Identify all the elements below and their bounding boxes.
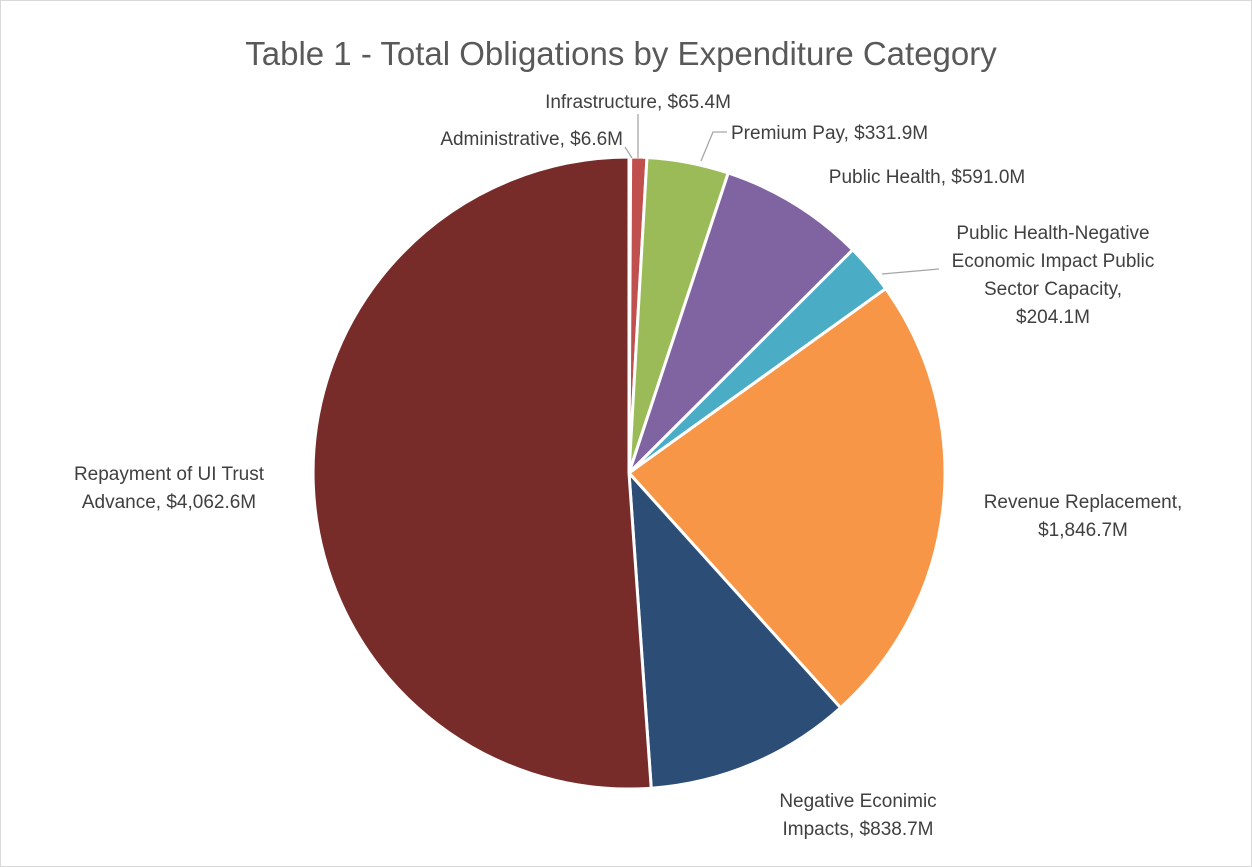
data-labels: Administrative, $6.6M Infrastructure, $65…	[74, 92, 1182, 840]
data-label-infrastructure: Infrastructure, $65.4M	[545, 92, 731, 113]
pie-slice-revenue-replacement	[626, 286, 947, 710]
chart-title: Table 1 - Total Obligations by Expenditu…	[245, 35, 997, 72]
data-label-premium-pay: Premium Pay, $331.9M	[731, 123, 928, 144]
leader-lines	[624, 114, 940, 275]
data-label-public-health-negative-economic-impact-public-sector-capacity: Public Health-Negative Economic Impact Pu…	[952, 223, 1155, 328]
data-label-negative-econimic-impacts: Negative Econimic Impacts, $838.7M	[779, 791, 936, 840]
pie-slice-public-health	[627, 171, 855, 475]
data-label-public-health: Public Health, $591.0M	[829, 167, 1025, 188]
pie-slice-negative-econimic-impacts	[627, 468, 843, 790]
pie-slice-repayment-of-ui-trust-advance	[311, 155, 653, 791]
leader-line	[700, 131, 727, 162]
data-label-revenue-replacement: Revenue Replacement, $1,846.7M	[984, 492, 1183, 541]
leader-line	[624, 146, 633, 159]
pie-slices	[311, 155, 947, 791]
leader-line	[881, 268, 940, 275]
data-label-repayment-of-ui-trust-advance: Repayment of UI Trust Advance, $4,062.6M	[74, 464, 265, 513]
data-label-administrative: Administrative, $6.6M	[440, 129, 623, 150]
